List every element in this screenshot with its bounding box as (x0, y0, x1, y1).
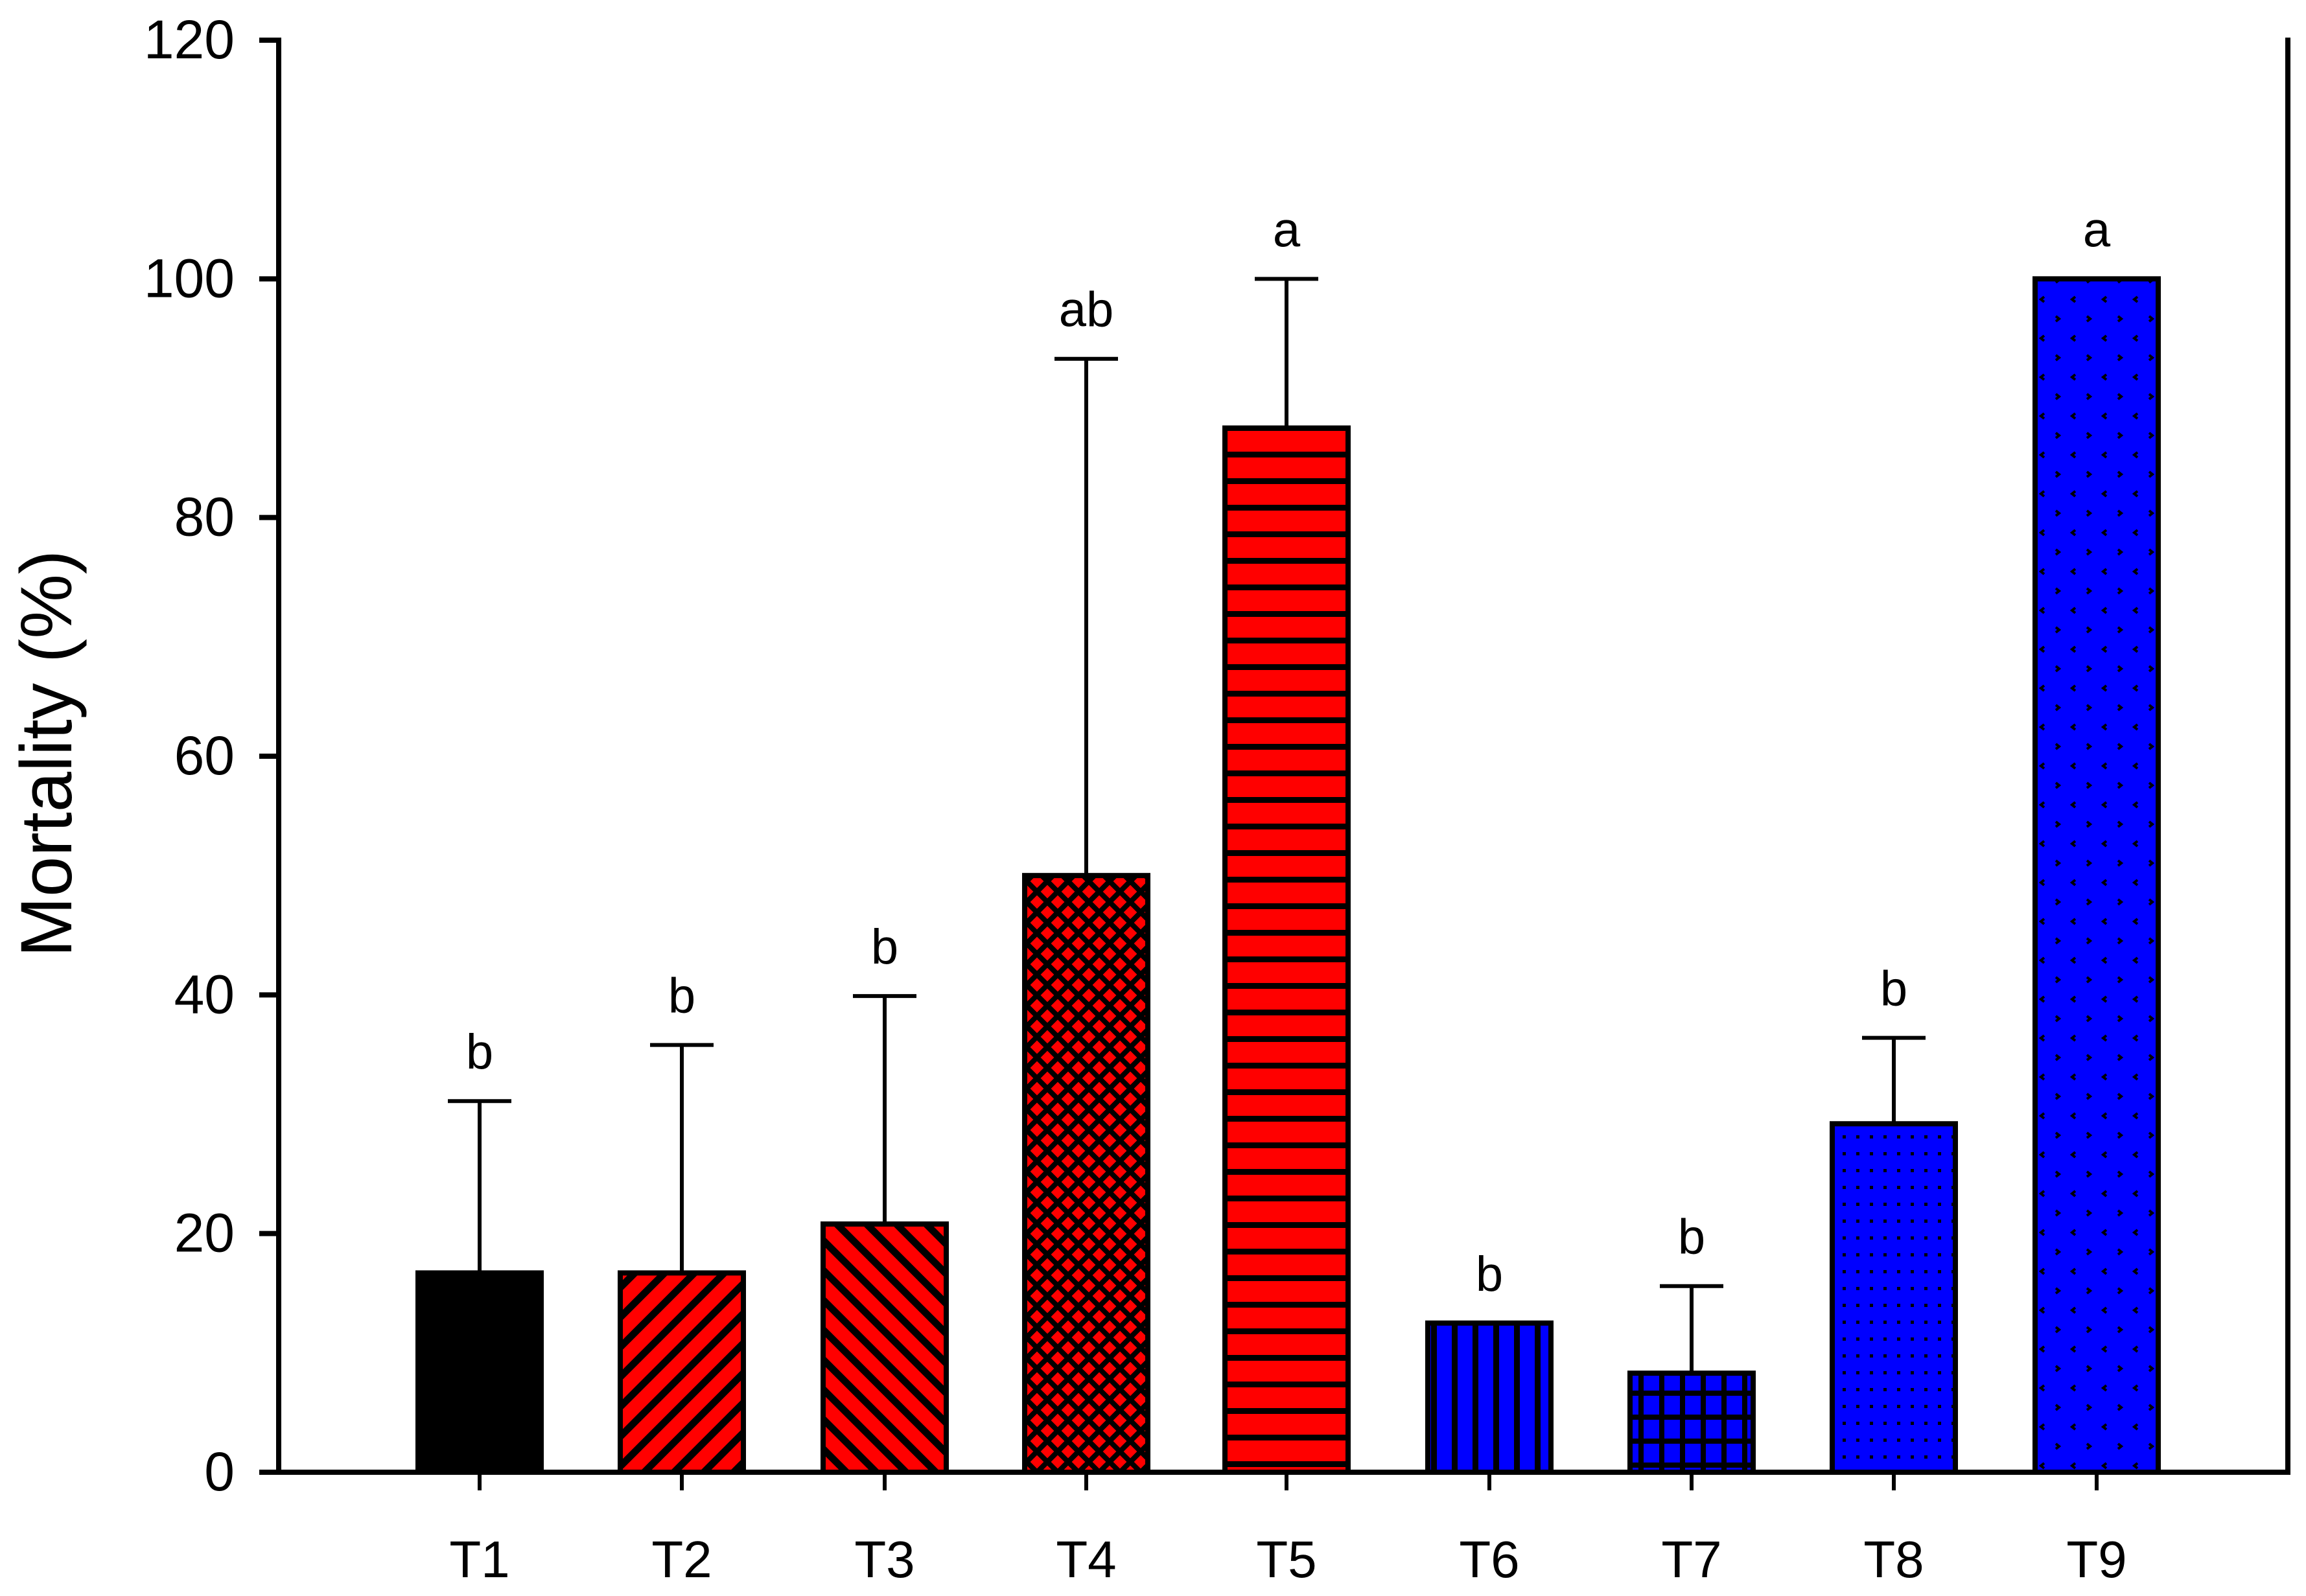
y-tick-label: 40 (174, 964, 235, 1024)
bar-t8: b (1830, 962, 1958, 1475)
x-tick-label: T1 (449, 1531, 509, 1588)
bar-rect-t9 (2032, 276, 2161, 1475)
x-axis: T1 T2 T3 T4 T5 T6 T7 T8 T9 (279, 1470, 2288, 1588)
significance-letter: b (871, 919, 898, 975)
bar-t7: b (1627, 1210, 1756, 1475)
significance-letter: a (1273, 202, 1301, 257)
bar-t6: b (1425, 1247, 1554, 1475)
significance-letter: b (1880, 962, 1907, 1017)
bar-rect-t5 (1222, 425, 1351, 1475)
y-tick-label: 120 (144, 9, 235, 70)
bar-rect-t4 (1022, 873, 1150, 1475)
bar-t2: b (618, 969, 746, 1475)
bar-rect-t2 (618, 1270, 746, 1475)
significance-letter: b (1476, 1247, 1503, 1302)
x-tick-label: T9 (2066, 1531, 2126, 1588)
y-tick-label: 20 (174, 1203, 235, 1264)
y-axis-title: Mortality (%) (6, 550, 87, 957)
bar-t4: ab (1022, 283, 1150, 1475)
bar-t1: b (415, 1024, 544, 1475)
bar-rect-t7 (1627, 1370, 1756, 1475)
x-tick-label: T3 (854, 1531, 914, 1588)
bar-rect-t6 (1425, 1320, 1554, 1475)
x-tick-label: T2 (651, 1531, 712, 1588)
significance-letter: b (466, 1024, 493, 1080)
y-tick-label: 0 (204, 1441, 235, 1502)
bar-rect-t1 (415, 1270, 544, 1475)
x-tick-label: T5 (1256, 1531, 1316, 1588)
y-tick-label: 100 (144, 248, 235, 308)
x-tick-label: T7 (1661, 1531, 1721, 1588)
bar-t9: a (2032, 202, 2161, 1475)
significance-letter: b (668, 969, 695, 1024)
y-axis: 0 20 40 60 80 100 120 (144, 9, 281, 1502)
significance-letter: ab (1059, 283, 1114, 338)
bar-rect-t8 (1830, 1121, 1958, 1475)
significance-letter: b (1678, 1210, 1705, 1265)
x-tick-label: T6 (1459, 1531, 1519, 1588)
y-tick-label: 80 (174, 487, 235, 548)
bar-rect-t3 (821, 1221, 949, 1475)
x-tick-label: T8 (1863, 1531, 1924, 1588)
x-tick-label: T4 (1056, 1531, 1116, 1588)
bar-t3: b (821, 919, 949, 1475)
bar-t5: a (1222, 202, 1351, 1475)
significance-letter: a (2083, 202, 2111, 257)
y-tick-label: 60 (174, 725, 235, 786)
